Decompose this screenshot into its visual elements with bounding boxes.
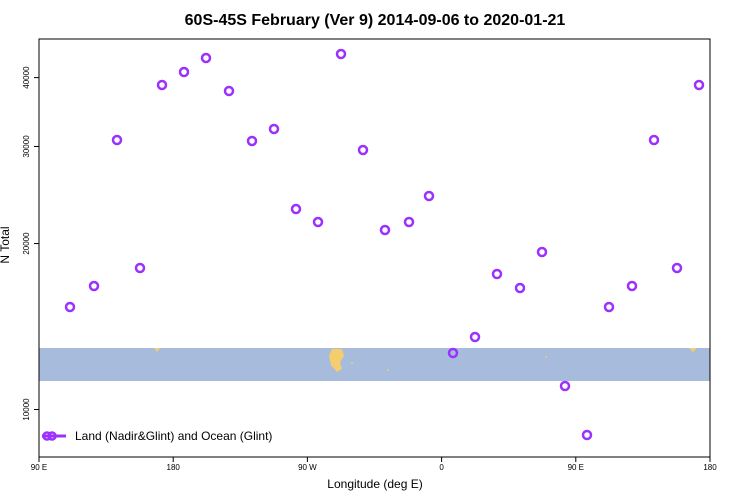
x-axis-label: Longitude (deg E) bbox=[327, 477, 422, 491]
map-land bbox=[329, 349, 344, 372]
data-point bbox=[648, 134, 660, 146]
x-tick-label: 0 bbox=[439, 463, 444, 472]
data-point bbox=[64, 301, 76, 313]
y-axis-label: N Total bbox=[0, 226, 12, 263]
map-strip bbox=[39, 348, 710, 381]
map-land bbox=[351, 362, 353, 364]
legend-marker bbox=[47, 431, 57, 441]
legend-label: Land (Nadir&Glint) and Ocean (Glint) bbox=[75, 429, 272, 443]
data-point bbox=[559, 380, 571, 392]
data-point bbox=[603, 301, 615, 313]
plot-frame bbox=[38, 38, 711, 458]
data-point bbox=[536, 246, 548, 258]
data-point bbox=[134, 262, 146, 274]
map-ocean bbox=[39, 348, 710, 381]
data-point bbox=[335, 48, 347, 60]
chart-title: 60S-45S February (Ver 9) 2014-09-06 to 2… bbox=[185, 12, 566, 29]
data-point bbox=[514, 282, 526, 294]
data-point bbox=[469, 331, 481, 343]
map-land bbox=[387, 369, 389, 371]
map-land bbox=[545, 356, 547, 358]
data-point bbox=[178, 66, 190, 78]
data-point bbox=[403, 216, 415, 228]
data-point bbox=[223, 85, 235, 97]
data-point bbox=[111, 134, 123, 146]
x-tick-label: 180 bbox=[167, 463, 181, 472]
data-point bbox=[379, 224, 391, 236]
data-point bbox=[357, 144, 369, 156]
data-point bbox=[447, 347, 459, 359]
data-point bbox=[671, 262, 683, 274]
data-point bbox=[491, 268, 503, 280]
map-land bbox=[689, 348, 697, 352]
data-point bbox=[581, 429, 593, 441]
data-point bbox=[246, 135, 258, 147]
data-point bbox=[626, 280, 638, 292]
data-point bbox=[88, 280, 100, 292]
legend: Land (Nadir&Glint) and Ocean (Glint) bbox=[42, 429, 272, 443]
x-tick-label: 180 bbox=[703, 463, 717, 472]
y-tick-label: 10000 bbox=[22, 398, 31, 421]
data-point bbox=[312, 216, 324, 228]
x-axis: 90 E 180 90 W 0 90 E 180 bbox=[31, 457, 717, 472]
data-point bbox=[290, 203, 302, 215]
y-tick-label: 40000 bbox=[22, 66, 31, 89]
y-tick-label: 20000 bbox=[22, 232, 31, 255]
x-tick-label: 90 E bbox=[31, 463, 47, 472]
x-tick-label: 90 E bbox=[568, 463, 584, 472]
data-point bbox=[200, 52, 212, 64]
legend-marker bbox=[42, 431, 52, 441]
map-land bbox=[154, 348, 160, 352]
data-point bbox=[423, 190, 435, 202]
x-tick-label: 90 W bbox=[298, 463, 317, 472]
data-point bbox=[268, 123, 280, 135]
data-point bbox=[156, 79, 168, 91]
data-points bbox=[64, 48, 705, 441]
y-tick-label: 30000 bbox=[22, 135, 31, 158]
data-point bbox=[693, 79, 705, 91]
y-axis: 10000 20000 30000 40000 bbox=[22, 66, 39, 421]
